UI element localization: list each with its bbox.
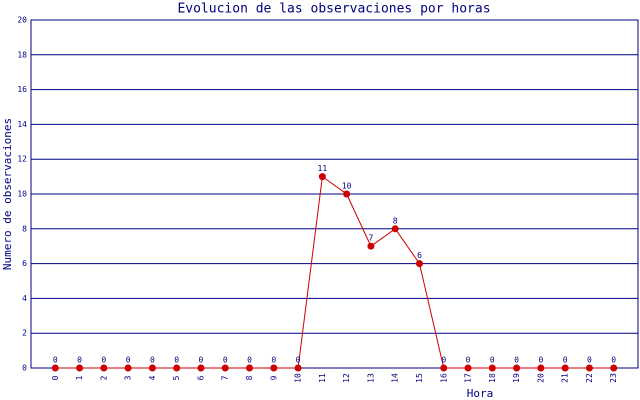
data-point <box>537 364 545 372</box>
x-tick-label: 0 <box>51 375 60 380</box>
data-point <box>100 364 108 372</box>
y-tick-label: 10 <box>17 190 27 199</box>
x-tick-label: 23 <box>609 373 618 383</box>
y-tick-label: 4 <box>22 294 27 303</box>
data-label: 0 <box>587 356 592 365</box>
data-label: 0 <box>490 356 495 365</box>
x-tick-label: 12 <box>342 373 351 383</box>
data-point <box>464 364 472 372</box>
data-label: 0 <box>126 356 131 365</box>
data-label: 0 <box>441 356 446 365</box>
data-point <box>124 364 132 372</box>
data-point <box>148 364 156 372</box>
x-tick-label: 22 <box>585 373 594 383</box>
y-axis-label: Numero de observaciones <box>1 118 14 270</box>
data-label: 6 <box>417 251 422 260</box>
x-tick-label: 20 <box>536 373 545 383</box>
x-tick-label: 16 <box>439 373 448 383</box>
data-line <box>55 175 614 369</box>
chart-title: Evolucion de las observaciones por horas <box>177 2 490 17</box>
data-point <box>585 364 593 372</box>
data-point <box>51 364 59 372</box>
x-tick-label: 6 <box>196 375 205 380</box>
data-label: 11 <box>318 164 328 173</box>
data-point <box>318 173 326 181</box>
data-point <box>221 364 229 372</box>
data-label: 0 <box>53 356 58 365</box>
x-tick-label: 10 <box>294 373 303 383</box>
x-tick-label: 2 <box>99 375 108 380</box>
x-tick-label: 11 <box>318 373 327 383</box>
data-label: 0 <box>611 356 616 365</box>
data-label: 0 <box>538 356 543 365</box>
data-point <box>270 364 278 372</box>
x-tick-label: 7 <box>221 375 230 380</box>
x-tick-label: 9 <box>269 375 278 380</box>
x-tick-label: 19 <box>512 373 521 383</box>
y-tick-label: 0 <box>22 364 27 373</box>
x-tick-label: 17 <box>464 373 473 383</box>
data-point <box>367 242 375 250</box>
y-tick-label: 18 <box>17 50 27 59</box>
x-tick-label: 1 <box>75 375 84 380</box>
x-tick-label: 8 <box>245 375 254 380</box>
x-tick-label: 15 <box>415 373 424 383</box>
data-label: 0 <box>271 356 276 365</box>
data-point <box>440 364 448 372</box>
data-point <box>610 364 618 372</box>
x-tick-label: 21 <box>561 373 570 383</box>
x-tick-label: 5 <box>172 375 181 380</box>
data-point <box>488 364 496 372</box>
x-tick-label: 13 <box>366 373 375 383</box>
y-tick-label: 12 <box>17 155 27 164</box>
data-point <box>391 225 399 233</box>
y-tick-label: 14 <box>17 120 27 129</box>
y-tick-label: 8 <box>22 224 27 233</box>
data-label: 0 <box>101 356 106 365</box>
data-label: 0 <box>296 356 301 365</box>
data-point <box>294 364 302 372</box>
data-label: 8 <box>393 216 398 225</box>
y-tick-label: 2 <box>22 329 27 338</box>
y-tick-label: 16 <box>17 85 27 94</box>
data-label: 0 <box>174 356 179 365</box>
data-label: 0 <box>150 356 155 365</box>
data-point <box>197 364 205 372</box>
data-point <box>343 190 351 198</box>
y-tick-label: 20 <box>17 16 27 25</box>
data-point <box>415 260 423 268</box>
x-tick-label: 4 <box>148 375 157 380</box>
x-tick-label: 18 <box>488 373 497 383</box>
data-label: 0 <box>563 356 568 365</box>
data-label: 0 <box>77 356 82 365</box>
data-label: 0 <box>514 356 519 365</box>
data-point <box>561 364 569 372</box>
x-axis-label: Hora <box>467 387 494 400</box>
x-tick-label: 3 <box>124 375 133 380</box>
y-tick-label: 6 <box>22 259 27 268</box>
data-point <box>246 364 254 372</box>
x-tick-label: 14 <box>391 373 400 383</box>
data-label: 7 <box>369 234 374 243</box>
data-label: 0 <box>466 356 471 365</box>
data-label: 10 <box>342 182 352 191</box>
data-point <box>173 364 181 372</box>
data-point <box>76 364 84 372</box>
data-label: 0 <box>199 356 204 365</box>
data-point <box>513 364 521 372</box>
data-label: 0 <box>223 356 228 365</box>
data-label: 0 <box>247 356 252 365</box>
